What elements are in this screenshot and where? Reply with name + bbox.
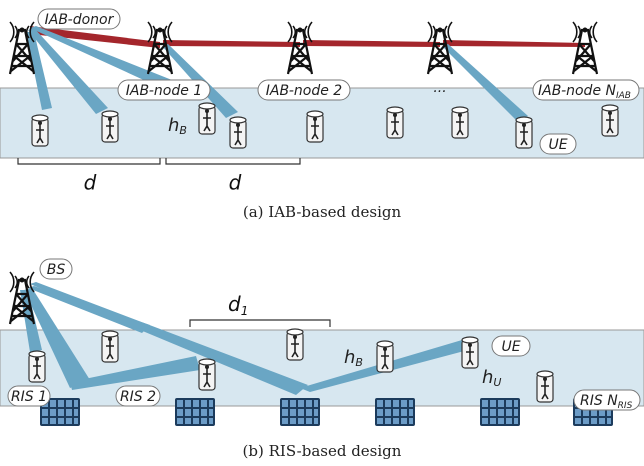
spacing-label: d1 <box>228 292 248 318</box>
ue <box>516 117 532 148</box>
ue <box>602 105 618 136</box>
node-label: IAB-node 2 <box>266 83 343 99</box>
ellipsis: ... <box>433 80 446 96</box>
bs-label: BS <box>47 262 66 278</box>
height-label-sub: B <box>179 124 187 137</box>
ue <box>102 111 118 142</box>
spacing-label: d <box>229 171 242 195</box>
ris-label-sub: RIS <box>618 401 633 411</box>
ue-label: UE <box>548 137 567 153</box>
spacing-bracket <box>18 158 300 164</box>
ue <box>102 331 118 362</box>
spacing-label: d <box>84 171 97 195</box>
backhaul-link <box>303 40 440 47</box>
node-tower <box>288 22 312 74</box>
ue-label: UE <box>501 339 520 355</box>
ris-label: RIS 1 <box>11 389 47 405</box>
node-label-sub: IAB <box>616 91 631 101</box>
figure: IAB-donor IAB-node 1 IAB-node 2 ... IAB-… <box>0 0 644 466</box>
height-label-text: h <box>168 115 179 136</box>
ue <box>199 359 215 390</box>
ris-panel <box>175 398 215 426</box>
ue <box>287 329 303 360</box>
node-tower <box>573 22 597 74</box>
height-label-text: h <box>344 347 355 368</box>
panel-b: BS d1 UE hB hU RIS 1 RIS 2 RIS NRIS (b) … <box>0 259 644 460</box>
ris-label: RIS 2 <box>120 389 156 405</box>
spacing-label-sub: 1 <box>241 304 249 318</box>
ris-panel <box>280 398 320 426</box>
ue <box>307 111 323 142</box>
caption: (a) IAB-based design <box>243 203 402 221</box>
node-label: IAB-node 1 <box>126 83 202 99</box>
node-label-text: IAB-node N <box>538 83 617 99</box>
height-label-sub: U <box>493 376 501 389</box>
ris-label-text: RIS N <box>580 393 618 409</box>
ue <box>377 341 393 372</box>
backhaul-link <box>443 40 585 47</box>
ue <box>537 371 553 402</box>
ris-panel <box>375 398 415 426</box>
ue <box>230 117 246 148</box>
height-label-sub: B <box>355 356 363 369</box>
ue <box>462 337 478 368</box>
backhaul-link <box>163 40 300 47</box>
ue <box>29 351 45 382</box>
height-label-text: h <box>482 367 493 388</box>
spacing-label-text: d <box>228 292 241 316</box>
ue <box>387 107 403 138</box>
ue <box>199 103 215 134</box>
ue <box>32 115 48 146</box>
ris-panel <box>480 398 520 426</box>
caption: (b) RIS-based design <box>243 442 402 460</box>
spacing-bracket <box>190 320 330 327</box>
donor-label: IAB-donor <box>45 12 115 28</box>
panel-a: IAB-donor IAB-node 1 IAB-node 2 ... IAB-… <box>0 9 644 221</box>
ue <box>452 107 468 138</box>
